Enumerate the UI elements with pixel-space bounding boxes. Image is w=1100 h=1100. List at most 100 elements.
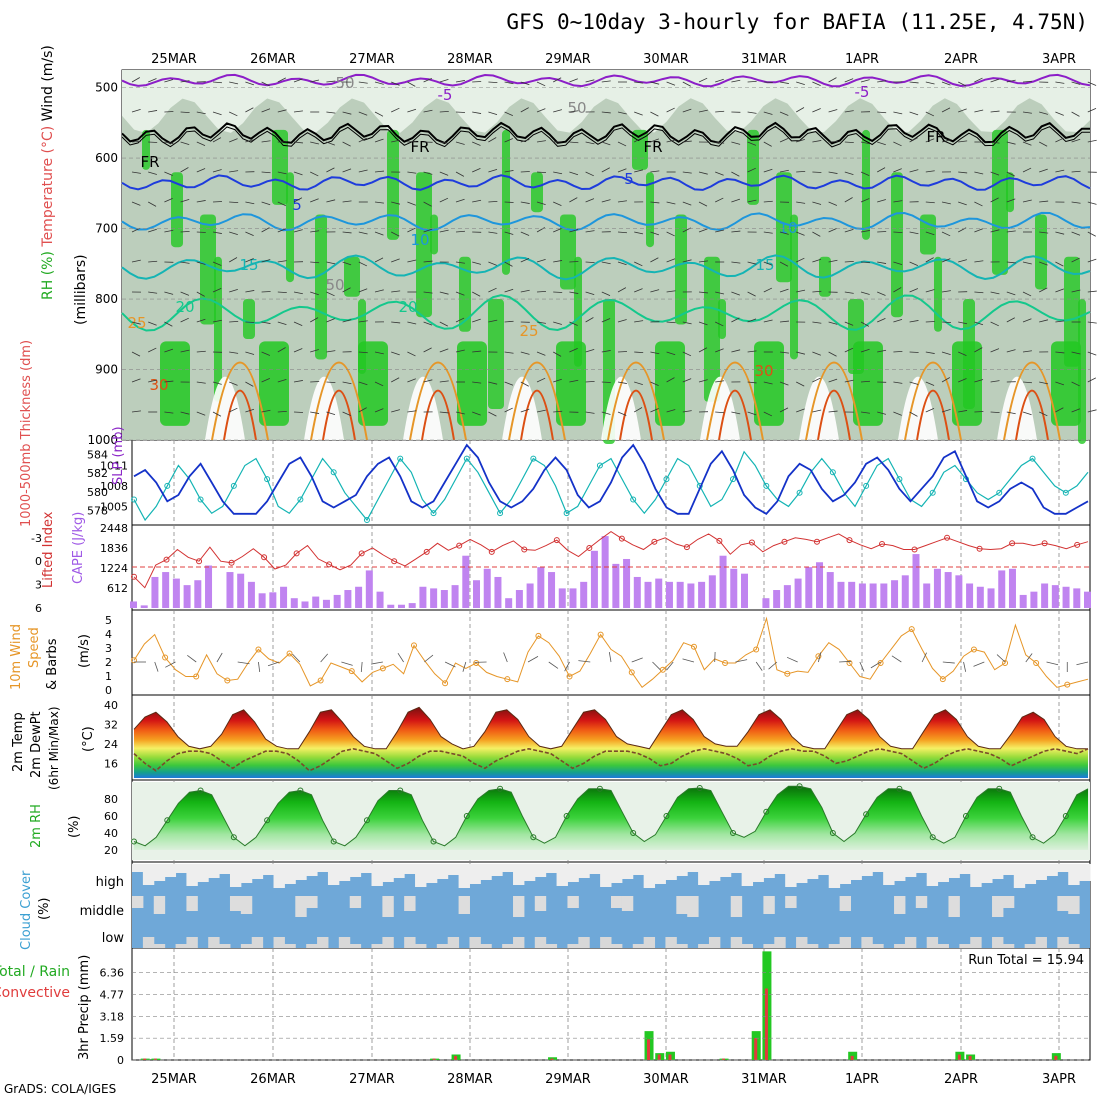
- cloud-middle-gap: [153, 896, 166, 914]
- rh-low-cell: [160, 341, 190, 426]
- cloud-high-gap: [513, 864, 525, 885]
- wind-barb: [990, 197, 999, 203]
- wind-barb: [974, 201, 983, 207]
- wind-barb-10m: [548, 661, 559, 669]
- wind-barb: [634, 261, 643, 267]
- wind-barb: [277, 347, 286, 353]
- wind-barb: [1022, 141, 1032, 146]
- wind-barb: [536, 81, 546, 87]
- rh-low-cell: [556, 341, 586, 426]
- cloud-high-gap: [828, 864, 841, 888]
- cloud-low-gap: [643, 937, 656, 948]
- wind-barb: [634, 137, 643, 143]
- wind-barb: [958, 140, 968, 143]
- wind-barb: [374, 170, 384, 173]
- top-date-label: 26MAR: [250, 52, 296, 67]
- slp-line-point: [530, 455, 537, 462]
- wind-barb: [747, 291, 756, 297]
- wind-barb: [277, 410, 287, 413]
- cape-bar: [1041, 583, 1049, 608]
- wind-barb: [682, 201, 692, 206]
- slp-line-point: [230, 482, 237, 489]
- cape-bar: [708, 575, 716, 608]
- wind-barb: [488, 287, 497, 293]
- wind-speed-line-point: [970, 646, 977, 653]
- wind-barb: [504, 407, 513, 413]
- cape-bar: [365, 570, 373, 608]
- wind-barb: [407, 81, 416, 87]
- li-line-point: [131, 573, 137, 580]
- upper-ylabel-unit: (millibars): [73, 254, 89, 325]
- upper-ylabel-part: RH (%): [40, 247, 56, 300]
- cape-bar: [998, 570, 1006, 608]
- wind-barb: [391, 139, 401, 143]
- precip-tick: 0: [117, 1054, 124, 1067]
- slp-line-point: [763, 482, 770, 489]
- wind-barb: [893, 200, 903, 203]
- wind-barb: [860, 79, 870, 83]
- wind-barb-10m: [608, 652, 612, 663]
- wind-barb: [488, 411, 497, 417]
- wind-barb: [326, 261, 336, 265]
- wind-barb-10m: [973, 661, 985, 667]
- rh-line-point: [363, 817, 370, 824]
- wind-barb: [439, 171, 449, 176]
- wind-barb: [326, 111, 336, 114]
- wind-barb: [1022, 350, 1032, 353]
- cape-bar: [344, 590, 352, 608]
- cloud-low-gap: [251, 937, 264, 948]
- wind-barb: [860, 230, 870, 233]
- wind-barb: [391, 231, 400, 237]
- wind-barb: [342, 231, 352, 234]
- wind-barb: [536, 108, 546, 113]
- cloud-middle-gap: [404, 896, 416, 911]
- wind-barb: [1055, 261, 1064, 267]
- wind-barb: [212, 411, 222, 417]
- cape-bar: [1051, 585, 1059, 608]
- wind-barb: [245, 290, 255, 293]
- li-tick: -3: [31, 532, 42, 545]
- wind-barb: [277, 260, 287, 263]
- cloud-low-gap: [306, 944, 318, 948]
- wind-barb: [796, 381, 805, 387]
- wind-barb: [1055, 320, 1065, 323]
- wind-barb: [860, 171, 870, 177]
- cape-bar: [548, 572, 556, 608]
- li-line-point: [911, 546, 918, 553]
- wind-barb: [293, 380, 303, 383]
- top-date-label: 1APR: [845, 52, 879, 67]
- isotherm-30: [817, 389, 851, 441]
- wind-barb: [1071, 257, 1080, 263]
- wind-barb: [326, 199, 336, 203]
- wind-barb: [472, 141, 481, 146]
- pressure-tick: 500: [95, 81, 118, 95]
- cape-bar: [140, 605, 148, 608]
- wind-barb-10m: [818, 652, 822, 663]
- wind-barb: [650, 408, 659, 413]
- wind-barb: [974, 347, 983, 353]
- rh-tick: 80: [104, 793, 118, 806]
- wind-barb: [601, 141, 611, 146]
- wind-barb: [488, 81, 498, 84]
- wind-barb: [310, 317, 319, 323]
- cloud-middle-gap: [611, 896, 623, 908]
- wind-barb: [261, 259, 271, 263]
- wind-barb: [682, 259, 692, 263]
- wind-barb: [148, 260, 158, 263]
- wind-barb: [439, 348, 449, 353]
- cape-bar: [665, 581, 673, 608]
- wind-barb: [245, 107, 254, 113]
- wind-barb: [326, 350, 336, 353]
- wind-barb: [536, 171, 547, 174]
- wind-barb: [358, 320, 368, 323]
- precip-conv-bar: [647, 1039, 651, 1060]
- wind-tick: 4: [105, 628, 112, 641]
- wind-barb: [504, 261, 513, 267]
- wind-barb: [326, 291, 335, 297]
- li-line-point: [748, 539, 755, 546]
- wind-barb: [1006, 317, 1015, 323]
- wind-speed-line: [133, 616, 1089, 689]
- wind-barb: [131, 171, 141, 174]
- wind-barb: [293, 78, 303, 83]
- wind-barb: [715, 380, 725, 383]
